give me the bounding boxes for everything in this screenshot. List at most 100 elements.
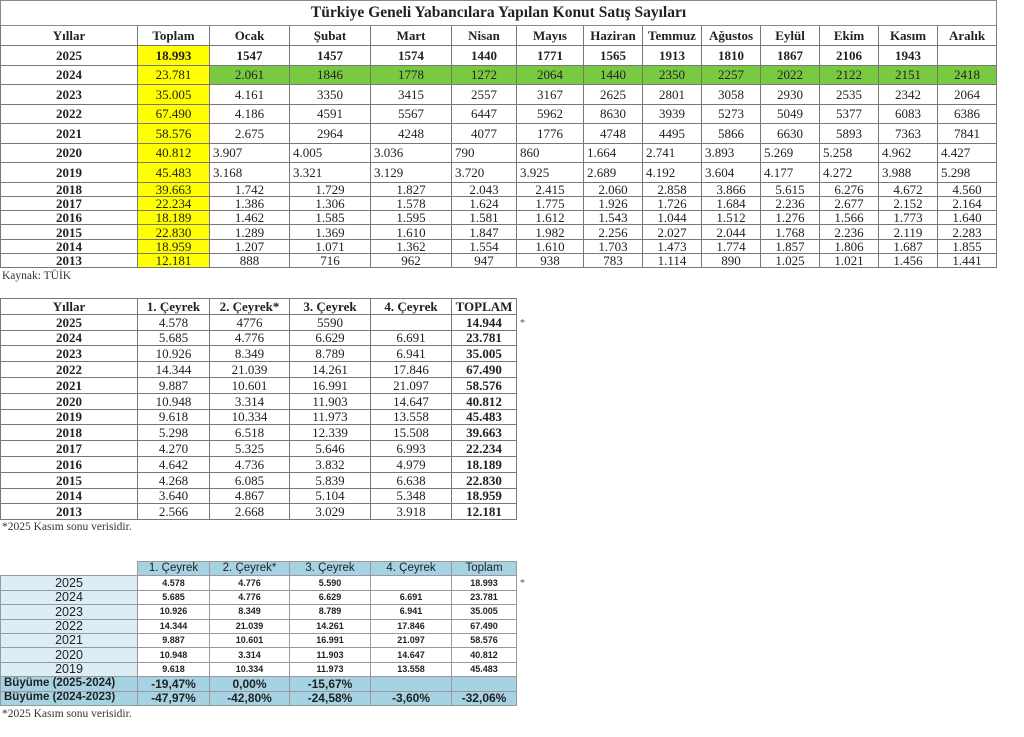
value-cell: 1.742	[209, 181, 290, 197]
value-cell: 2.283	[936, 224, 998, 240]
value-cell: 1.640	[936, 210, 998, 226]
value-cell: 1. Çeyrek	[137, 298, 210, 315]
value-cell: 22.830	[451, 471, 517, 489]
value-cell: 3058	[701, 84, 761, 105]
value-cell: 4077	[451, 123, 517, 144]
year-cell: 2015	[0, 224, 138, 240]
value-cell: 45.483	[451, 661, 517, 678]
value-cell: 3.925	[516, 162, 584, 183]
value-cell: 4248	[370, 123, 452, 144]
value-cell: 21.039	[209, 618, 290, 634]
value-cell: 4.177	[760, 162, 820, 183]
value-cell: 18.959	[451, 487, 517, 505]
value-cell: 58.576	[451, 632, 517, 649]
value-cell: -42,80%	[209, 690, 290, 706]
value-cell: 5.615	[760, 181, 820, 197]
value-cell: 1.610	[516, 238, 584, 254]
value-cell: 2.164	[936, 195, 998, 212]
value-cell: 14.344	[137, 618, 210, 634]
value-cell: 23.781	[451, 329, 517, 347]
table-row: 2019 45.483 3.168 3.321 3.129 3.720 3.925 2.689…	[0, 162, 998, 183]
value-cell: 1.687	[878, 238, 938, 254]
value-cell: 4748	[583, 123, 643, 144]
value-cell: Haziran	[583, 25, 643, 46]
value-cell: 962	[370, 252, 452, 269]
year-cell: 2019	[0, 162, 138, 183]
value-cell: 11.903	[289, 647, 371, 663]
year-cell: 2023	[0, 604, 138, 620]
value-cell: 1.473	[642, 238, 702, 254]
value-cell: 3.129	[370, 162, 452, 183]
year-cell: Yıllar	[0, 298, 138, 315]
value-cell: 4.560	[936, 181, 998, 197]
table-row: 2022 67.490 4.186 4591 5567 6447 5962 8630 3939 5…	[0, 103, 998, 124]
value-cell: 1913	[642, 45, 702, 66]
table-row: 2017 22.234 1.386 1.306 1.578 1.624 1.775 1.926…	[0, 195, 998, 212]
table-row: 2018 5.298 6.518 12.339 15.508 39.663	[0, 424, 517, 442]
year-cell: 2015	[0, 471, 138, 489]
value-cell: 14.944	[451, 313, 517, 331]
value-cell: 1.768	[760, 224, 820, 240]
value-cell: 5377	[819, 103, 879, 124]
year-cell: 2024	[0, 589, 138, 606]
value-cell: 13.558	[370, 408, 452, 426]
table-row: 2022 14.344 21.039 14.261 17.846 67.490	[0, 618, 517, 634]
value-cell: 3.720	[451, 162, 517, 183]
value-cell: 4776	[209, 313, 290, 331]
value-cell: 1.456	[878, 252, 938, 269]
value-cell: 3. Çeyrek	[289, 560, 371, 577]
footnote: *2025 Kasım sonu verisidir.	[2, 521, 132, 533]
value-cell: 5866	[701, 123, 761, 144]
value-cell: 2.119	[878, 224, 938, 240]
value-cell: 4.270	[137, 440, 210, 457]
asterisk-marker: *	[520, 578, 525, 589]
value-cell: 6.629	[289, 589, 371, 606]
value-cell: 4.736	[209, 455, 290, 473]
value-cell: Ekim	[819, 25, 879, 46]
value-cell: Ocak	[209, 25, 290, 46]
year-cell: 2021	[0, 123, 138, 144]
value-cell: 2. Çeyrek*	[209, 560, 290, 577]
table-row: 2016 18.189 1.462 1.585 1.595 1.581 1.612 1.543…	[0, 210, 998, 226]
value-cell: 45.483	[451, 408, 517, 426]
value-cell	[370, 313, 452, 331]
table-row: 2025 4.578 4.776 5.590 18.993	[0, 575, 517, 591]
value-cell: 39.663	[451, 424, 517, 442]
value-cell: 3.029	[289, 503, 371, 521]
value-cell: 2.741	[642, 142, 702, 163]
value-cell: 3.866	[701, 181, 761, 197]
value-cell: 1574	[370, 45, 452, 66]
value-cell: 1.855	[936, 238, 998, 254]
value-cell: 22.234	[451, 440, 517, 457]
value-cell: 1.581	[451, 210, 517, 226]
header-row: Yıllar 1. Çeyrek 2. Çeyrek* 3. Çeyrek 4. Çey…	[0, 298, 517, 315]
value-cell: 2122	[819, 64, 879, 85]
value-cell: 16.991	[289, 632, 371, 649]
value-cell: 1565	[583, 45, 643, 66]
table-row: 2019 9.618 10.334 11.973 13.558 45.483	[0, 408, 517, 426]
year-cell: 2025	[0, 313, 138, 331]
value-cell: 35.005	[451, 604, 517, 620]
value-cell: 1867	[760, 45, 820, 66]
value-cell: 40.812	[451, 647, 517, 663]
value-cell: 8.789	[289, 345, 371, 363]
year-cell: 2019	[0, 661, 138, 678]
value-cell: 5049	[760, 103, 820, 124]
value-cell: 2342	[878, 84, 938, 105]
value-cell: 2930	[760, 84, 820, 105]
year-cell: 2022	[0, 361, 138, 378]
value-cell: 2801	[642, 84, 702, 105]
year-cell: 2021	[0, 376, 138, 394]
value-cell: 4.268	[137, 471, 210, 489]
value-cell: 4.005	[289, 142, 371, 163]
value-cell: 3939	[642, 103, 702, 124]
value-cell: 1778	[370, 64, 452, 85]
quarterly-sales-table: Yıllar 1. Çeyrek 2. Çeyrek* 3. Çeyrek 4. Çey…	[0, 298, 517, 521]
value-cell: 6.993	[370, 440, 452, 457]
value-cell: 9.618	[137, 661, 210, 678]
value-cell: 3350	[289, 84, 371, 105]
value-cell: 14.261	[289, 361, 371, 378]
value-cell: 18.189	[137, 210, 210, 226]
value-cell: 4.186	[209, 103, 290, 124]
value-cell: 4.272	[819, 162, 879, 183]
